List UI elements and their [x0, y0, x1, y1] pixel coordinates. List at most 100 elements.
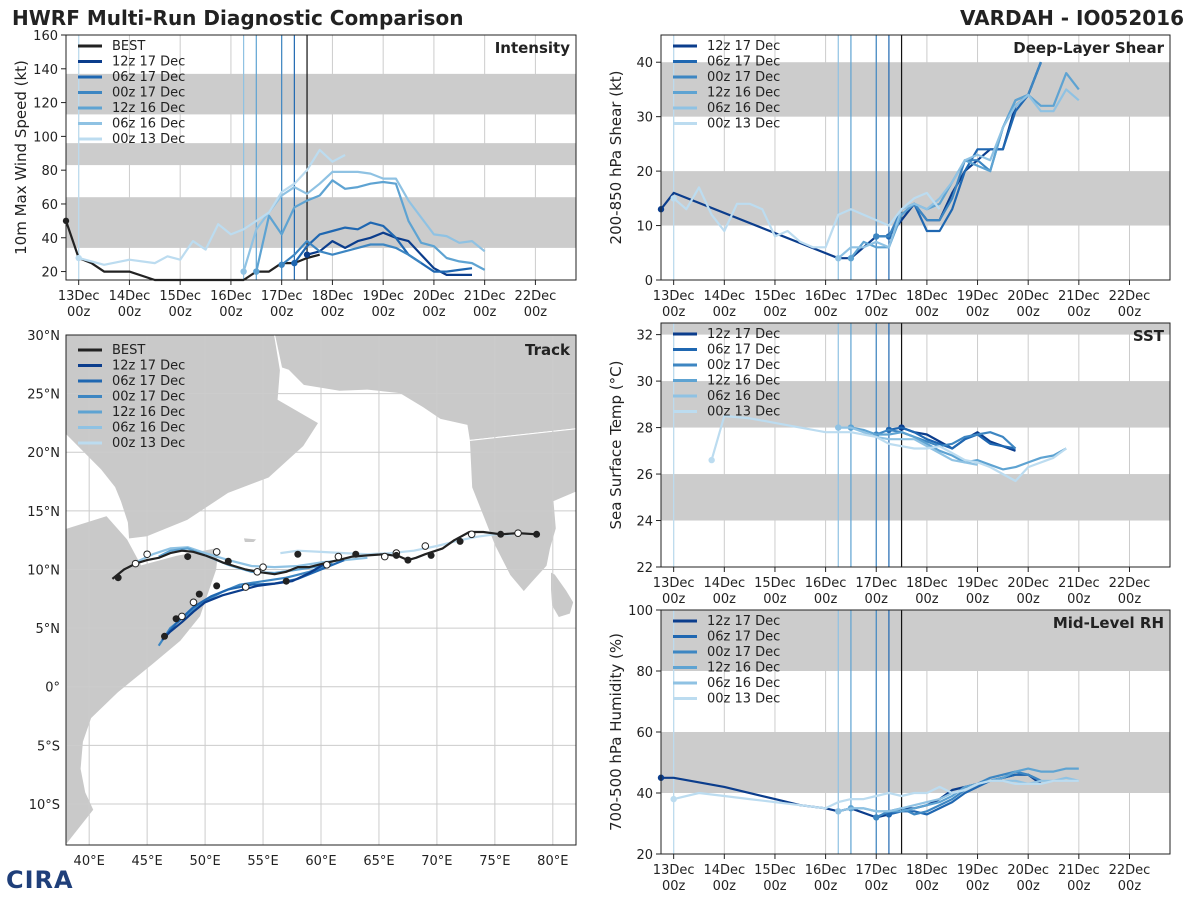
x-tick-label-hour: 00z — [1067, 305, 1091, 320]
lat-tick-label: 15°N — [27, 505, 60, 520]
series-line-12z-17-dec — [306, 231, 472, 276]
x-tick-label-day: 22Dec — [515, 289, 557, 304]
sst-panel: 22242628303213Dec00z14Dec00z15Dec00z16De… — [607, 322, 1171, 607]
x-tick-label-day: 18Dec — [906, 289, 948, 304]
y-tick-label: 100 — [33, 130, 58, 145]
x-tick-label-day: 18Dec — [906, 576, 948, 591]
legend-label: BEST — [112, 343, 145, 358]
x-tick-label-day: 15Dec — [754, 863, 796, 878]
y-tick-label: 10 — [636, 220, 653, 235]
panel-title: SST — [1133, 327, 1165, 345]
x-tick-label-day: 19Dec — [957, 863, 999, 878]
track-panel: 40°E 45°E 50°E 55°E 60°E 65°E 70°E 75°E 80°E 30°N… — [27, 329, 577, 869]
x-tick-label-hour: 00z — [662, 879, 686, 894]
y-tick-label: 20 — [636, 848, 653, 863]
threshold-band — [661, 381, 1170, 428]
legend-label: 00z 17 Dec — [707, 358, 780, 373]
series-start-marker — [835, 255, 842, 262]
threshold-band — [661, 323, 1170, 335]
y-axis-label: 10m Max Wind Speed (kt) — [12, 60, 30, 255]
track-marker-open — [380, 552, 389, 561]
track-line-12z-17-dec — [161, 561, 328, 641]
track-marker-filled — [427, 551, 435, 559]
y-axis-label: Sea Surface Temp (°C) — [607, 360, 625, 529]
legend-label: BEST — [112, 39, 145, 54]
track-marker-open — [189, 598, 198, 607]
x-tick-label-day: 13Dec — [653, 576, 695, 591]
track-marker-open — [253, 568, 262, 576]
x-tick-label-day: 21Dec — [464, 289, 506, 304]
track-marker-open — [143, 550, 151, 559]
track-marker-filled — [282, 577, 290, 585]
legend-label: 00z 17 Dec — [707, 645, 780, 660]
track-marker-open — [241, 583, 250, 591]
land-mass — [550, 570, 575, 619]
lon-tick-label: 60°E — [305, 854, 336, 869]
legend-label: 06z 16 Dec — [707, 101, 780, 116]
panel-title: Track — [525, 341, 571, 359]
x-tick-label-hour: 00z — [1017, 592, 1041, 607]
lat-tick-label: 0° — [45, 681, 60, 696]
x-tick-label-day: 22Dec — [1109, 576, 1151, 591]
threshold-band — [661, 610, 1170, 671]
legend-label: 06z 16 Dec — [112, 421, 185, 436]
legend-label: 00z 13 Dec — [112, 132, 185, 147]
lon-tick-label: 50°E — [189, 854, 220, 869]
track-marker-filled — [352, 550, 360, 558]
y-axis-label: 200-850 hPa Shear (kt) — [607, 71, 625, 245]
series-line-00z-13-dec — [673, 779, 1079, 810]
track-line-best — [204, 530, 537, 576]
legend-label: 06z 16 Dec — [707, 389, 780, 404]
x-tick-label-hour: 00z — [915, 879, 939, 894]
land-mass — [242, 537, 259, 543]
x-tick-label-day: 16Dec — [210, 289, 252, 304]
x-tick-label-day: 13Dec — [653, 289, 695, 304]
legend-label: 12z 16 Dec — [112, 405, 185, 420]
series-start-marker — [670, 195, 677, 202]
plot-frame — [660, 34, 1171, 281]
land-mass — [65, 334, 320, 540]
series-start-marker — [708, 456, 715, 464]
legend-label: 00z 13 Dec — [112, 436, 185, 451]
legend-label: 12z 17 Dec — [112, 55, 185, 70]
lon-tick-label: 80°E — [537, 854, 568, 869]
threshold-band — [66, 73, 576, 115]
legend-label: 00z 17 Dec — [707, 70, 780, 85]
x-tick-label-day: 18Dec — [906, 863, 948, 878]
x-tick-label-hour: 00z — [321, 305, 345, 320]
x-tick-label-hour: 00z — [966, 305, 990, 320]
track-marker-filled — [184, 553, 192, 561]
chart-title-left: HWRF Multi-Run Diagnostic Comparison — [12, 6, 464, 30]
lon-tick-label: 65°E — [363, 854, 394, 869]
land-mass — [468, 428, 577, 593]
x-tick-label-day: 20Dec — [1007, 863, 1049, 878]
track-marker-filled — [294, 550, 302, 558]
legend-label: 00z 13 Dec — [707, 117, 780, 132]
y-tick-label: 24 — [636, 515, 653, 530]
y-tick-label: 120 — [33, 97, 58, 112]
x-tick-label-day: 16Dec — [805, 576, 847, 591]
legend-label: 12z 16 Dec — [112, 101, 185, 116]
series-line-06z-16-dec — [838, 426, 978, 466]
x-tick-label-day: 20Dec — [413, 289, 455, 304]
series-start-marker — [670, 795, 677, 803]
lon-tick-label: 75°E — [479, 854, 510, 869]
x-tick-label-hour: 00z — [1067, 592, 1091, 607]
track-marker-open — [212, 548, 221, 556]
track-marker-filled — [172, 615, 180, 623]
x-tick-label-day: 14Dec — [703, 289, 745, 304]
y-tick-label: 20 — [636, 165, 653, 180]
threshold-band — [661, 732, 1170, 793]
legend-label: 00z 17 Dec — [112, 390, 185, 405]
track-marker-filled — [404, 556, 412, 564]
series-start-marker — [291, 259, 298, 267]
series-start-marker — [75, 254, 82, 262]
series-start-marker — [835, 808, 842, 815]
track-marker-filled — [456, 537, 464, 545]
panel-title: Mid-Level RH — [1053, 614, 1164, 632]
series-line-00z-13-dec — [710, 414, 1067, 483]
x-tick-label-day: 16Dec — [805, 863, 847, 878]
legend-label: 12z 17 Dec — [707, 614, 780, 629]
lat-tick-label: 25°N — [27, 388, 60, 403]
